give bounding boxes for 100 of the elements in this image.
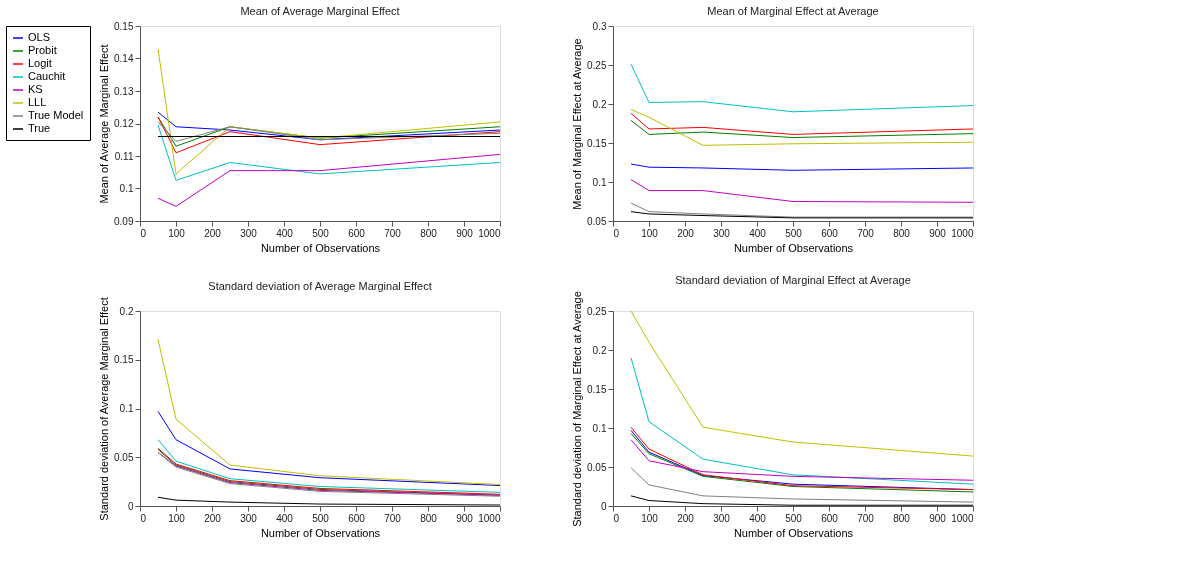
x-tick-label: 600 — [348, 512, 366, 524]
legend-label: Cauchit — [28, 70, 66, 82]
line-series — [157, 410, 500, 487]
line-series — [157, 439, 500, 493]
x-tick-label: 100 — [641, 512, 659, 524]
x-tick-label: 1000 — [951, 227, 974, 239]
x-tick-label: 200 — [204, 512, 222, 524]
x-tick-label: 700 — [857, 227, 875, 239]
x-tick-label: 900 — [929, 227, 947, 239]
x-axis-title: Number of Observations — [260, 526, 381, 539]
y-tick-label: 0.2 — [119, 305, 134, 317]
x-tick-label: 200 — [204, 227, 222, 239]
line-series — [157, 496, 500, 506]
line-series — [157, 124, 500, 181]
x-tick-label: 600 — [821, 512, 839, 524]
legend-label: Logit — [28, 57, 52, 69]
y-tick-label: 0 — [127, 500, 134, 512]
line-series — [630, 311, 973, 457]
y-tick-label: 0.1 — [119, 183, 134, 194]
x-tick-label: 1000 — [951, 512, 974, 524]
x-tick-label: 300 — [240, 227, 258, 239]
y-tick-label: 0.15 — [114, 354, 134, 366]
x-tick-label: 100 — [641, 227, 659, 239]
legend-label: True Model — [28, 109, 84, 121]
y-tick-label: 0.1 — [592, 176, 607, 188]
y-axis-title: Mean of Average Marginal Effect — [98, 44, 111, 204]
x-tick-label: 700 — [384, 512, 402, 524]
x-tick-label: 400 — [749, 227, 767, 239]
line-series — [630, 202, 973, 218]
x-tick-label: 800 — [420, 227, 438, 239]
y-tick-label: 0.05 — [587, 215, 607, 227]
line-series — [630, 357, 973, 485]
x-tick-label: 500 — [785, 227, 803, 239]
line-series — [630, 467, 973, 503]
x-tick-label: 200 — [677, 512, 695, 524]
line-series — [630, 163, 973, 171]
x-tick-label: 900 — [456, 512, 474, 524]
y-tick-label: 0.25 — [587, 59, 607, 71]
y-tick-label: 0 — [600, 500, 607, 512]
line-series — [157, 153, 500, 207]
x-tick-label: 0 — [613, 512, 620, 524]
y-tick-label: 0.2 — [592, 98, 607, 110]
y-tick-label: 0.14 — [114, 53, 134, 64]
line-series — [630, 63, 973, 113]
y-tick-label: 0.15 — [587, 383, 607, 395]
x-tick-label: 300 — [713, 227, 731, 239]
y-tick-label: 0.25 — [587, 305, 607, 317]
x-tick-label: 600 — [348, 227, 366, 239]
chart-title: Standard deviation of Marginal Effect at Average — [675, 274, 911, 287]
line-series — [630, 108, 973, 146]
line-series — [630, 179, 973, 203]
chart-title: Mean of Average Marginal Effect — [240, 5, 400, 17]
y-axis-title: Standard deviation of Average Marginal Effect — [98, 297, 111, 521]
legend-label: Probit — [28, 44, 57, 56]
y-tick-label: 0.1 — [592, 422, 607, 434]
y-tick-label: 0.2 — [592, 344, 607, 356]
y-axis-title: Mean of Marginal Effect at Average — [571, 38, 584, 210]
legend-label: LLL — [28, 96, 47, 108]
y-tick-label: 0.13 — [114, 85, 134, 97]
x-tick-label: 800 — [893, 512, 911, 524]
x-tick-label: 800 — [420, 512, 438, 524]
x-tick-label: 100 — [168, 512, 186, 524]
y-tick-label: 0.12 — [114, 118, 134, 129]
legend-label: True — [28, 122, 51, 134]
x-tick-label: 100 — [168, 227, 186, 239]
x-tick-label: 700 — [857, 512, 875, 524]
line-series — [630, 112, 973, 135]
x-tick-label: 900 — [456, 227, 474, 239]
y-tick-label: 0.15 — [587, 137, 607, 149]
line-series — [630, 439, 973, 481]
y-tick-label: 0.09 — [114, 215, 134, 227]
x-tick-label: 0 — [140, 227, 147, 239]
y-tick-label: 0.11 — [114, 150, 134, 162]
x-axis-title: Number of Observations — [733, 526, 854, 539]
x-axis-title: Number of Observations — [733, 241, 854, 254]
x-tick-label: 300 — [713, 512, 731, 524]
x-tick-label: 0 — [140, 512, 147, 524]
line-series — [157, 48, 500, 175]
line-series — [630, 119, 973, 139]
x-tick-label: 500 — [312, 227, 330, 239]
x-tick-label: 600 — [821, 227, 839, 239]
line-series — [630, 495, 973, 506]
y-tick-label: 0.3 — [592, 20, 607, 32]
y-tick-label: 0.1 — [119, 403, 134, 414]
y-tick-label: 0.15 — [114, 20, 134, 32]
x-tick-label: 300 — [240, 512, 258, 524]
line-series — [157, 338, 500, 486]
y-axis-title: Standard deviation of Marginal Effect at Average — [571, 291, 584, 527]
x-tick-label: 900 — [929, 512, 947, 524]
x-tick-label: 1000 — [478, 227, 501, 239]
x-tick-label: 700 — [384, 227, 402, 239]
x-tick-label: 200 — [677, 227, 695, 239]
y-tick-label: 0.05 — [114, 451, 134, 463]
line-series — [630, 211, 973, 219]
legend-label: KS — [28, 83, 43, 95]
x-tick-label: 800 — [893, 227, 911, 239]
chart-title: Mean of Marginal Effect at Average — [707, 5, 879, 17]
x-tick-label: 400 — [276, 512, 294, 524]
legend-label: OLS — [28, 31, 51, 43]
x-tick-label: 500 — [312, 512, 330, 524]
